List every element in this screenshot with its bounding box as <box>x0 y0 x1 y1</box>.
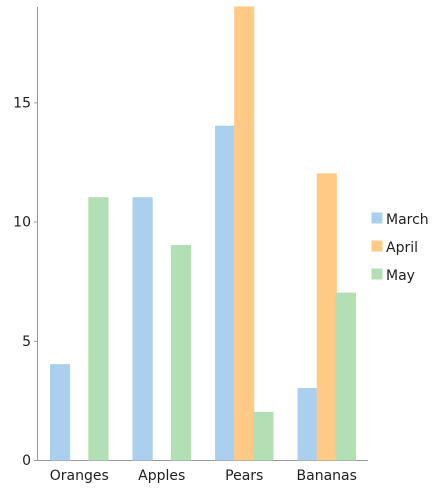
x-tick-label-2: Pears <box>225 468 263 484</box>
x-tick-label-1: Apples <box>138 468 185 484</box>
bar-march-pears <box>215 125 236 461</box>
y-tick-label-0: 0 <box>22 453 31 469</box>
legend-swatch-april <box>371 240 383 252</box>
bar-april-pears <box>234 6 255 461</box>
bar-may-pears <box>253 411 274 461</box>
x-tick-label-0: Oranges <box>50 468 109 484</box>
bar-may-bananas <box>335 292 356 461</box>
y-tick-label-3: 15 <box>13 95 31 111</box>
bar-march-oranges <box>50 364 71 461</box>
bar-march-apples <box>132 197 153 461</box>
legend-swatch-march <box>371 212 383 224</box>
bar-march-bananas <box>297 387 318 461</box>
legend-label-may: May <box>386 268 415 284</box>
y-tick-label-1: 5 <box>22 334 31 350</box>
bar-april-bananas <box>316 173 337 461</box>
x-tick-label-3: Bananas <box>297 468 357 484</box>
legend-swatch-may <box>371 268 383 280</box>
bar-may-oranges <box>88 197 109 461</box>
legend-label-april: April <box>386 240 418 256</box>
legend-label-march: March <box>386 212 429 228</box>
bar-may-apples <box>170 244 191 461</box>
y-tick-label-2: 10 <box>13 215 31 231</box>
